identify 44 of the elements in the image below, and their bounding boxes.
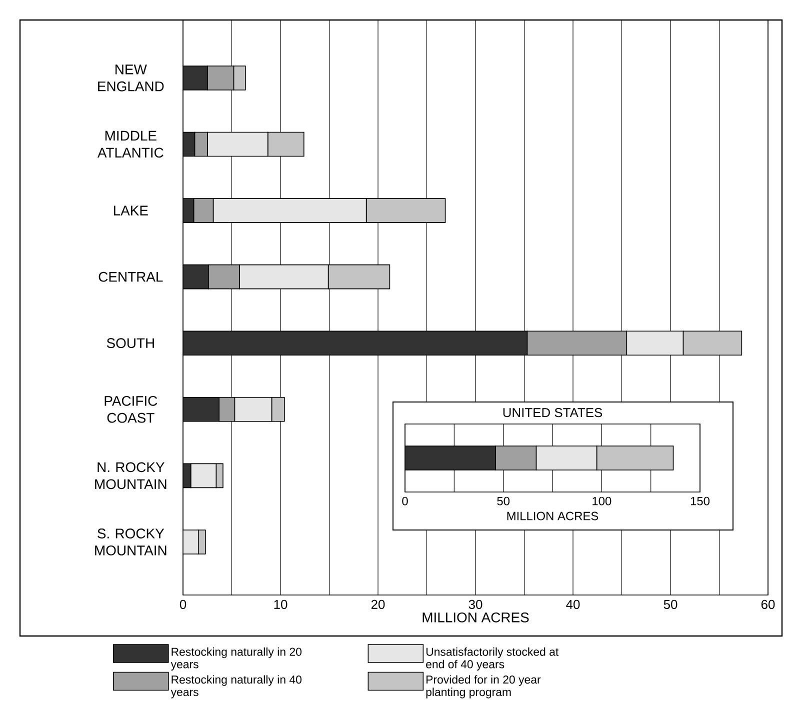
- x-tick-label: 0: [402, 496, 408, 506]
- bar: [183, 132, 195, 156]
- bar: [234, 397, 272, 422]
- bar: [218, 397, 236, 422]
- x-tick-label: 50: [664, 600, 678, 610]
- y-tick-label: S. ROCKY MOUNTAIN: [95, 528, 166, 556]
- x-tick-label: 0: [180, 600, 186, 610]
- bar: [271, 397, 285, 422]
- x-tick-label: 60: [761, 600, 775, 610]
- y-tick-label: LAKE: [114, 206, 148, 216]
- y-tick-label: CENTRAL: [98, 272, 163, 282]
- y-tick-label: MIDDLE ATLANTIC: [97, 130, 164, 158]
- x-tick-label: 50: [497, 496, 510, 506]
- bar: [366, 198, 446, 223]
- bar: [183, 264, 209, 290]
- chart-title: UNITED STATES: [503, 408, 602, 418]
- x-tick-label: 100: [592, 496, 612, 506]
- x-axis-title: MILLION ACRES: [507, 512, 598, 520]
- legend-label: Restocking naturally in 40 years: [170, 675, 302, 698]
- legend-label: Provided for in 20 year planting program: [426, 675, 541, 698]
- y-tick-label: N. ROCKY MOUNTAIN: [95, 462, 166, 490]
- x-tick-label: 10: [274, 600, 288, 610]
- legend-label: Unsatisfactorily stocked at end of 40 years: [426, 647, 559, 671]
- bar: [183, 397, 220, 422]
- bar: [183, 330, 528, 356]
- bar: [206, 132, 268, 157]
- bar: [183, 66, 208, 90]
- bar: [212, 198, 367, 223]
- bar: [216, 463, 224, 488]
- bar: [328, 264, 390, 290]
- bar: [239, 264, 329, 290]
- y-tick-label: SOUTH: [106, 338, 154, 348]
- y-tick-label: NEW ENGLAND: [98, 64, 164, 92]
- bar: [626, 330, 684, 356]
- x-tick-label: 30: [468, 600, 482, 610]
- bar: [193, 198, 214, 223]
- x-tick-label: 20: [371, 600, 385, 610]
- legend-label: Restocking naturally in 20 years: [170, 647, 302, 671]
- x-axis-title: MILLION ACRES: [422, 612, 529, 622]
- x-tick-label: 40: [566, 600, 580, 610]
- bar: [190, 463, 217, 488]
- y-tick-label: PACIFIC COAST: [104, 396, 158, 423]
- x-tick-label: 150: [690, 496, 710, 506]
- bar: [208, 264, 240, 290]
